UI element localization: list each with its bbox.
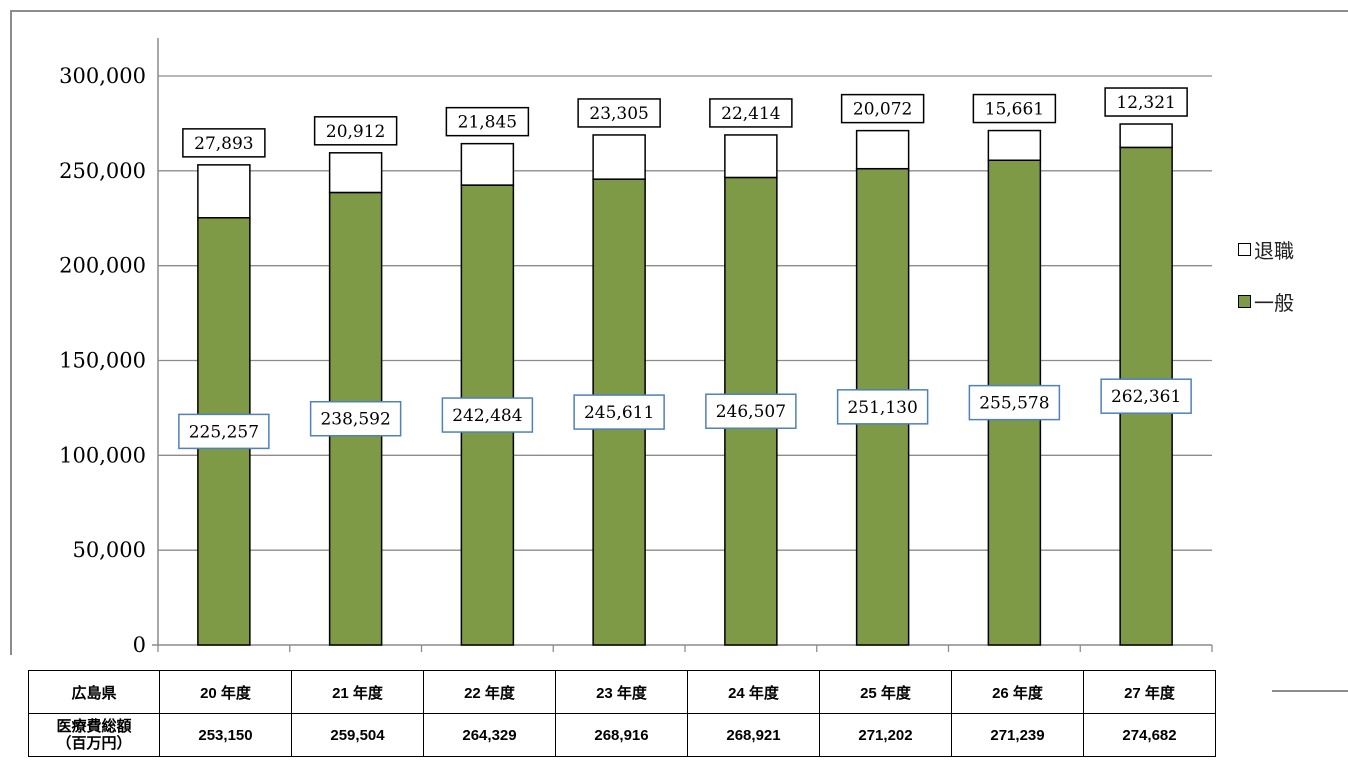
legend-swatch-general xyxy=(1238,294,1251,308)
bar-retired xyxy=(1119,123,1173,149)
data-label-box-general xyxy=(309,400,402,437)
data-label-general: 225,257 xyxy=(189,422,259,442)
data-label-box-retired xyxy=(577,98,661,128)
data-label-general: 246,507 xyxy=(716,402,786,422)
table-total-cell: 268,921 xyxy=(687,713,820,757)
data-label-general: 245,611 xyxy=(584,403,654,423)
table-year-cell: 26 年度 xyxy=(951,670,1084,714)
data-label-box-general xyxy=(836,389,929,425)
y-tick-label: 0 xyxy=(133,633,146,657)
data-label-box-retired xyxy=(445,106,530,137)
data-label-retired: 22,414 xyxy=(721,104,780,124)
data-label-general: 251,130 xyxy=(847,398,917,418)
data-label-box-general xyxy=(441,397,534,433)
data-label-retired: 20,072 xyxy=(853,100,912,120)
y-tick-label: 200,000 xyxy=(59,254,146,278)
data-label-box-general xyxy=(968,384,1061,421)
table-total-cell: 268,916 xyxy=(555,713,688,757)
data-label-general: 255,578 xyxy=(979,394,1049,414)
bar-retired xyxy=(987,129,1042,162)
table-total-cell: 274,682 xyxy=(1083,713,1216,757)
data-label-box-retired xyxy=(972,93,1057,124)
stacked-bar-chart: 0 50,000 100,000 150,000 200,000 250,000 300,0… xyxy=(59,38,1213,657)
frame-left-border xyxy=(10,10,12,655)
data-label-retired: 27,893 xyxy=(194,134,253,154)
table-row-label: 医療費総額 （百万円） xyxy=(28,713,160,757)
data-label-box-retired xyxy=(709,98,793,128)
table-total-cell: 259,504 xyxy=(291,713,424,757)
bar-retired xyxy=(855,129,910,170)
table-total-cell: 271,239 xyxy=(951,713,1084,757)
table-year-cell: 25 年度 xyxy=(819,670,952,714)
table-row-label-line2: （百万円） xyxy=(56,735,132,752)
data-label-box-general xyxy=(1100,378,1192,414)
legend-label-retired: 退職 xyxy=(1254,238,1294,263)
legend-item-retired: 退職 xyxy=(1238,234,1294,264)
frame-bottom-border-segment xyxy=(1272,690,1348,692)
table-year-cell: 22 年度 xyxy=(423,670,556,714)
table-region-cell: 広島県 xyxy=(28,670,160,714)
bar-retired xyxy=(724,134,778,179)
table-year-cell: 24 年度 xyxy=(687,670,820,714)
table-row-label-line1: 医療費総額 xyxy=(56,718,132,735)
legend-item-general: 一般 xyxy=(1238,286,1294,316)
table-year-cell: 20 年度 xyxy=(159,670,292,714)
table-year-cell: 21 年度 xyxy=(291,670,424,714)
data-label-general: 262,361 xyxy=(1111,387,1181,407)
data-label-retired: 15,661 xyxy=(985,100,1044,120)
y-tick-label: 300,000 xyxy=(59,64,146,88)
table-total-cell: 253,150 xyxy=(159,713,292,757)
table-total-cell: 264,329 xyxy=(423,713,556,757)
data-label-retired: 21,845 xyxy=(458,113,517,133)
bar-retired xyxy=(328,152,383,194)
legend: 退職 一般 xyxy=(1238,234,1294,338)
y-tick-label: 150,000 xyxy=(59,349,146,373)
data-label-box-general xyxy=(573,394,665,430)
data-label-box-general xyxy=(705,393,797,429)
data-label-retired: 20,912 xyxy=(326,122,385,142)
table-year-cell: 23 年度 xyxy=(555,670,688,714)
data-label-box-general xyxy=(178,413,270,450)
bar-retired xyxy=(592,134,646,180)
data-label-general: 242,484 xyxy=(452,406,522,426)
data-label-general: 238,592 xyxy=(320,410,390,430)
y-tick-label: 100,000 xyxy=(59,443,146,467)
legend-swatch-retired xyxy=(1238,242,1251,256)
y-tick-label: 250,000 xyxy=(59,159,146,183)
data-label-retired: 12,321 xyxy=(1116,93,1175,113)
data-label-box-retired xyxy=(313,116,398,146)
frame-top-border xyxy=(10,10,1348,12)
table-total-row: 医療費総額 （百万円） 253,150 259,504 264,329 268,… xyxy=(28,713,1216,757)
bar-retired xyxy=(197,164,251,219)
summary-table: 広島県 20 年度 21 年度 22 年度 23 年度 24 年度 25 年度 … xyxy=(28,670,1216,757)
y-tick-label: 50,000 xyxy=(73,538,146,562)
legend-label-general: 一般 xyxy=(1254,290,1294,315)
bar-retired xyxy=(460,142,515,186)
table-total-cell: 271,202 xyxy=(819,713,952,757)
data-label-box-retired xyxy=(1104,87,1188,117)
data-label-box-retired xyxy=(182,128,266,158)
table-header-row: 広島県 20 年度 21 年度 22 年度 23 年度 24 年度 25 年度 … xyxy=(28,670,1216,714)
data-label-box-retired xyxy=(840,93,925,124)
data-label-retired: 23,305 xyxy=(589,104,648,124)
table-year-cell: 27 年度 xyxy=(1083,670,1216,714)
